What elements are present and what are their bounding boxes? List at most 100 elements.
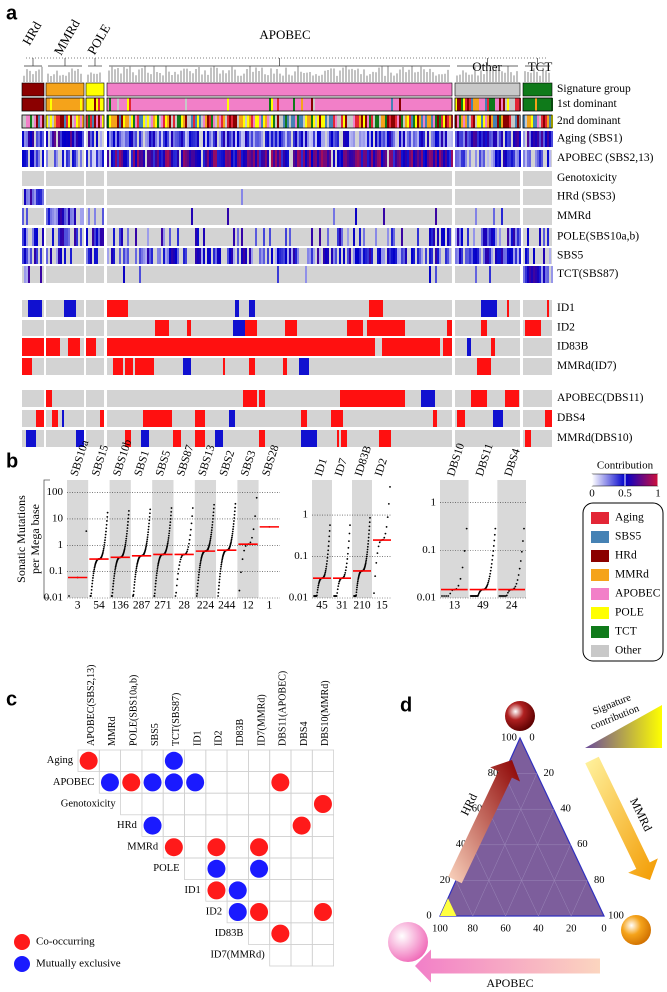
sample-dot [212,514,215,517]
heat-stripe [28,131,30,147]
dominant-stripe [157,115,159,128]
sample-dot [348,532,351,535]
sample-dot [191,515,194,518]
sample-dot [133,584,136,586]
event-block [467,338,471,356]
heat-stripe [253,131,255,147]
heat-stripe [38,150,40,167]
heat-stripe [431,248,433,264]
sample-dot [507,591,509,594]
dominant-stripe [145,115,147,128]
sample-dot [240,571,242,574]
sample-dot [328,540,330,543]
sample-dot [218,581,221,584]
matrix-cell [311,944,334,967]
sample-dot [211,526,213,529]
heat-stripe [493,131,495,147]
count-label: 13 [449,600,461,612]
sample-dot [254,515,257,518]
heat-stripe [307,131,309,147]
event-block [259,390,263,407]
heat-stripe [535,266,537,283]
event-block [215,430,223,447]
heat-stripe [159,248,161,264]
sample-dot [153,592,156,595]
heat-stripe [227,248,229,264]
heat-stripe [92,131,94,147]
heat-stripe [36,228,38,246]
event-block [505,390,519,407]
sample-dot [219,567,222,570]
legend-label: POLE [615,607,644,619]
sample-dot [255,496,258,499]
dominant-stripe [163,115,165,128]
matrix-cell [311,836,334,859]
heat-stripe [187,150,189,167]
sample-dot [180,556,183,559]
heat-stripe [461,248,463,264]
dominant-frame [106,114,453,129]
sample-dot [114,567,117,570]
sample-dot [233,520,235,522]
event-block [283,358,287,375]
sample-dot [209,537,212,540]
dominant-stripe [463,98,465,111]
row-background [46,171,84,186]
sample-dot [191,507,194,509]
heat-stripe [185,150,187,167]
heat-stripe [331,248,333,264]
heat-stripe [319,228,321,246]
dominant-stripe [193,115,195,128]
heat-stripe [395,131,397,147]
dominant-stripe [62,115,64,128]
sample-dot [368,525,371,528]
row-label: DBS4 [557,412,585,424]
row-label: SBS5 [557,250,583,262]
dominant-stripe [239,115,241,128]
hrd-ball [505,701,535,731]
count-label: 3 [75,600,81,612]
sample-dot [124,545,126,548]
heat-stripe [365,248,367,264]
heat-stripe [203,228,205,246]
dominant-stripe [437,115,439,128]
heat-stripe [435,248,437,264]
sample-dot [197,582,199,585]
matrix-cell [162,792,185,816]
sample-dot [513,587,516,590]
heat-stripe [60,131,62,147]
dominant-stripe [76,115,78,128]
heat-stripe [225,131,227,147]
dominant-stripe [273,115,275,128]
heat-stripe [437,150,439,167]
sample-dot [123,547,126,549]
dominant-stripe [265,115,267,128]
heat-stripe [100,150,102,167]
heat-stripe [143,150,145,167]
dominant-stripe [485,98,487,111]
sample-dot [133,581,136,583]
heat-stripe [153,150,155,167]
matrix-cell [247,792,271,816]
dominant-stripe [501,115,503,128]
heat-stripe [389,150,391,167]
column-shade [130,480,153,598]
event-block [493,410,503,427]
association-dot [207,838,226,857]
event-block [337,430,339,447]
dominant-stripe [315,115,317,128]
ternary-tick-label: 80 [488,768,499,779]
heat-stripe [341,150,343,167]
heat-stripe [251,150,253,167]
heat-stripe [399,248,401,264]
heat-stripe [229,248,231,264]
row-background [523,358,552,375]
sample-dot [149,512,151,515]
dominant-stripe [229,115,231,128]
heat-stripe [239,131,241,147]
heat-stripe [509,228,511,246]
heat-stripe [333,150,335,167]
dominant-stripe [255,115,257,128]
sample-dot [174,595,177,597]
